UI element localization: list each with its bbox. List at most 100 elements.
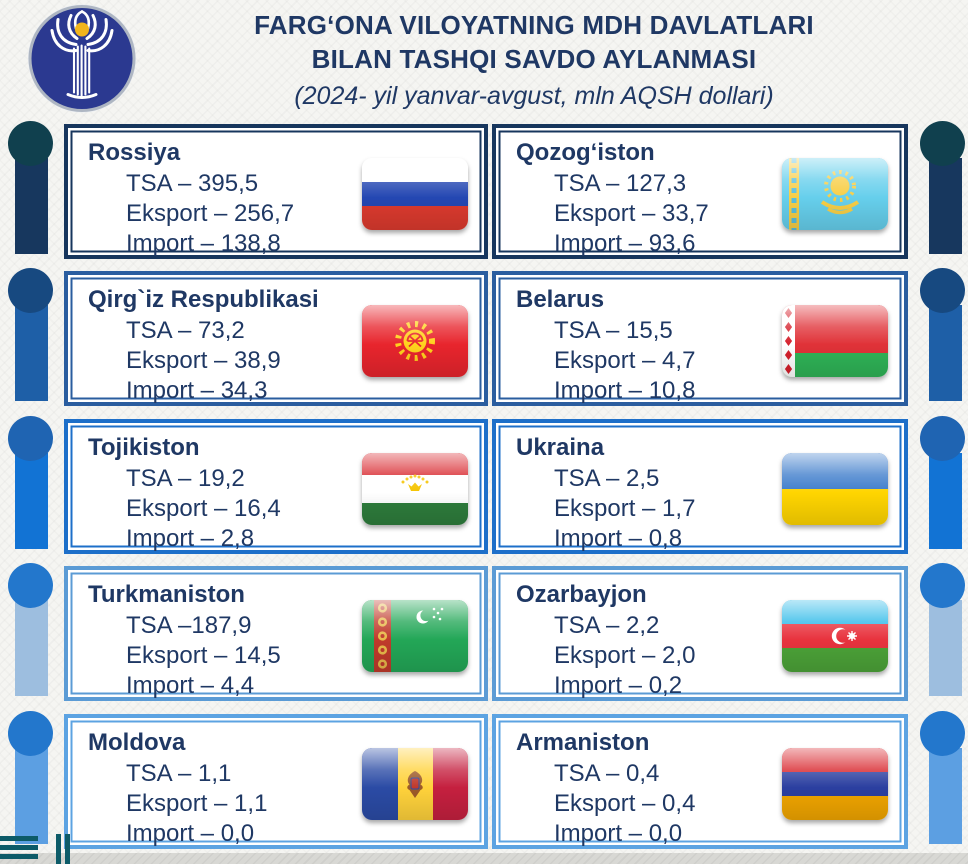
pin-circle-icon-left	[8, 416, 53, 461]
country-name: Ozarbayjon	[516, 581, 647, 608]
pin-bar-right	[929, 453, 962, 549]
trade-stat-line: Import – 138,8	[126, 230, 281, 257]
pin-bar-right	[929, 600, 962, 696]
country-card-ukraine: Ukraina TSA – 2,5 Eksport – 1,7 Import – 0,…	[492, 419, 908, 554]
trade-stat-line: Import – 0,2	[554, 672, 683, 699]
card-row: Qirg`iz Respublikasi TSA – 73,2 Eksport – …	[0, 266, 968, 414]
country-name: Belarus	[516, 286, 605, 313]
flag-gloss	[362, 748, 468, 820]
belarus-flag-icon	[782, 305, 888, 377]
trade-stat-line: TSA – 15,5	[554, 317, 673, 344]
pin-circle-icon-right	[920, 563, 965, 608]
pin-bar-left	[15, 453, 48, 549]
country-name: Rossiya	[88, 139, 181, 166]
trade-stat-line: Eksport – 1,1	[126, 790, 268, 817]
country-card-kyrgyzstan: Qirg`iz Respublikasi TSA – 73,2 Eksport – …	[64, 271, 488, 406]
country-card-armenia: Armaniston TSA – 0,4 Eksport – 0,4 Import –…	[492, 714, 908, 849]
trade-stat-line: TSA – 19,2	[126, 465, 245, 492]
trade-stat-line: Eksport – 14,5	[126, 642, 281, 669]
pin-circle-icon-left	[8, 121, 53, 166]
trade-stat-line: TSA – 1,1	[126, 760, 232, 787]
pin-bar-left	[15, 305, 48, 401]
flag-gloss	[782, 305, 888, 377]
country-card-azerbaijan: Ozarbayjon TSA – 2,2 Eksport – 2,0 Import –…	[492, 566, 908, 701]
card-row: Turkmaniston TSA –187,9 Eksport – 14,5 Impo…	[0, 561, 968, 709]
country-card-moldova: Moldova TSA – 1,1 Eksport – 1,1 Import – 0,…	[64, 714, 488, 849]
trade-stat-line: Eksport – 33,7	[554, 200, 709, 227]
trade-stat-line: Eksport – 256,7	[126, 200, 295, 227]
pin-circle-icon-right	[920, 711, 965, 756]
moldova-flag-icon	[362, 748, 468, 820]
trade-stat-line: TSA – 2,2	[554, 612, 660, 639]
flag-gloss	[362, 158, 468, 230]
trade-stat-line: Import – 34,3	[126, 377, 268, 404]
pin-bar-left	[15, 600, 48, 696]
country-name: Armaniston	[516, 729, 650, 756]
trade-stat-line: TSA – 2,5	[554, 465, 660, 492]
corner-bar	[56, 834, 61, 864]
country-name: Qirg`iz Respublikasi	[88, 286, 319, 313]
title-line-2: BILAN TASHQI SAVDO AYLANMASI	[311, 44, 757, 74]
trade-stat-line: Import – 4,4	[126, 672, 255, 699]
pin-bar-left	[15, 158, 48, 254]
corner-stripe	[0, 845, 38, 850]
card-row: Moldova TSA – 1,1 Eksport – 1,1 Import – 0,…	[0, 709, 968, 857]
turkmenistan-flag-icon	[362, 600, 468, 672]
flag-gloss	[362, 600, 468, 672]
card-row: Rossiya TSA – 395,5 Eksport – 256,7 Import …	[0, 119, 968, 267]
country-card-turkmenistan: Turkmaniston TSA –187,9 Eksport – 14,5 Impo…	[64, 566, 488, 701]
subtitle: (2024- yil yanvar-avgust, mln AQSH dolla…	[294, 82, 774, 110]
flag-gloss	[782, 158, 888, 230]
corner-ornament	[0, 818, 80, 864]
pin-circle-icon-right	[920, 416, 965, 461]
trade-stat-line: Eksport – 0,4	[554, 790, 696, 817]
country-name: Qozog‘iston	[516, 139, 655, 166]
cis-emblem-icon	[26, 2, 138, 115]
flag-gloss	[782, 453, 888, 525]
country-name: Turkmaniston	[88, 581, 245, 608]
header: FARG‘ONA VILOYATNING MDH DAVLATLARI BILA…	[120, 8, 948, 112]
country-card-russia: Rossiya TSA – 395,5 Eksport – 256,7 Import …	[64, 124, 488, 259]
flag-gloss	[782, 748, 888, 820]
pin-circle-icon-left	[8, 711, 53, 756]
trade-stat-line: TSA – 73,2	[126, 317, 245, 344]
corner-stripe	[0, 836, 38, 841]
flag-gloss	[782, 600, 888, 672]
ukraine-flag-icon	[782, 453, 888, 525]
kyrgyzstan-flag-icon	[362, 305, 468, 377]
country-name: Moldova	[88, 729, 186, 756]
country-name: Ukraina	[516, 434, 605, 461]
trade-stat-line: Eksport – 2,0	[554, 642, 696, 669]
country-card-kazakhstan: Qozog‘iston TSA – 127,3 Eksport – 33,7 Impo…	[492, 124, 908, 259]
kazakhstan-flag-icon	[782, 158, 888, 230]
trade-stat-line: Eksport – 4,7	[554, 347, 696, 374]
armenia-flag-icon	[782, 748, 888, 820]
pin-bar-right	[929, 305, 962, 401]
trade-stat-line: Import – 0,8	[554, 525, 683, 552]
trade-stat-line: Import – 0,0	[554, 820, 683, 847]
country-name: Tojikiston	[88, 434, 200, 461]
pin-circle-icon-left	[8, 563, 53, 608]
trade-stat-line: Import – 2,8	[126, 525, 255, 552]
azerbaijan-flag-icon	[782, 600, 888, 672]
corner-stripe	[0, 854, 38, 859]
country-card-tajikistan: Tojikiston TSA – 19,2 Eksport – 16,4 Import…	[64, 419, 488, 554]
flag-gloss	[362, 453, 468, 525]
pin-bar-right	[929, 158, 962, 254]
trade-stat-line: Eksport – 38,9	[126, 347, 281, 374]
trade-stat-line: TSA – 0,4	[554, 760, 660, 787]
pin-bar-left	[15, 748, 48, 844]
russia-flag-icon	[362, 158, 468, 230]
pin-circle-icon-right	[920, 268, 965, 313]
title-line-1: FARG‘ONA VILOYATNING MDH DAVLATLARI	[254, 10, 814, 40]
card-row: Tojikiston TSA – 19,2 Eksport – 16,4 Import…	[0, 414, 968, 562]
trade-stat-line: Import – 10,8	[554, 377, 696, 404]
trade-stat-line: TSA –187,9	[126, 612, 252, 639]
trade-stat-line: Eksport – 1,7	[554, 495, 696, 522]
bottom-edge-strip	[0, 853, 968, 864]
pin-circle-icon-right	[920, 121, 965, 166]
trade-stat-line: Import – 93,6	[554, 230, 696, 257]
corner-bar	[65, 834, 70, 864]
flag-gloss	[362, 305, 468, 377]
